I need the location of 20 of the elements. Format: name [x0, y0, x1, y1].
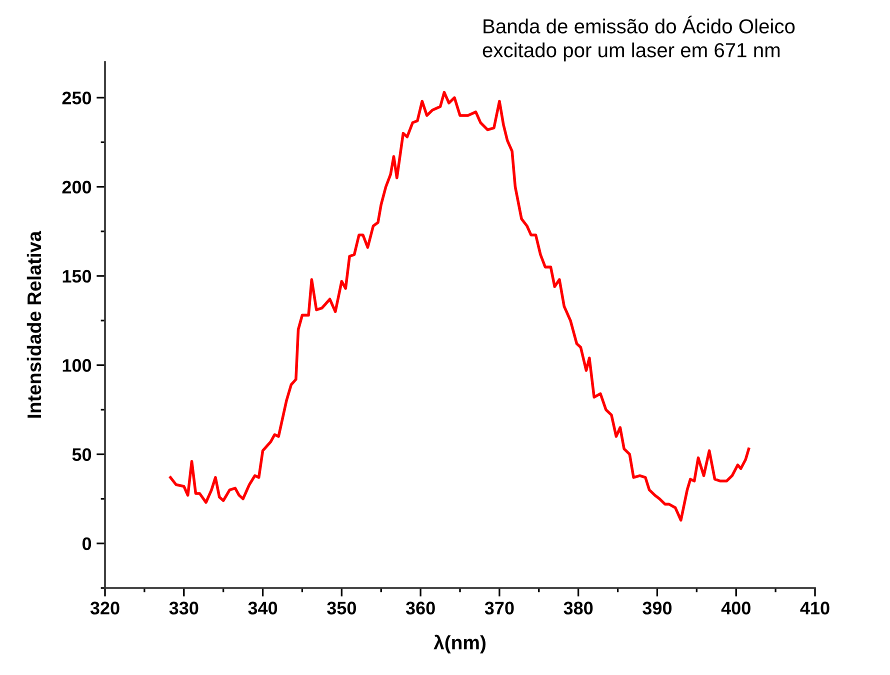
x-tick-label: 350: [327, 602, 356, 614]
chart-title: Banda de emissão do Ácido Oleico excitado por um laser em 671 nm: [482, 16, 795, 62]
y-tick-label: 150: [62, 270, 92, 283]
x-tick-label: 330: [169, 602, 198, 614]
line-series: [169, 90, 750, 522]
y-tick-label: 50: [72, 448, 92, 461]
x-tick-label: 400: [721, 602, 750, 614]
x-axis-title: λ(nm): [434, 634, 486, 654]
x-tick-label: 370: [484, 602, 514, 614]
x-tick-label: 380: [564, 602, 593, 614]
x-tick-label: 320: [90, 602, 120, 614]
x-tick-label: 360: [406, 602, 435, 614]
y-tick-label: 250: [62, 92, 92, 104]
y-axis-title: Intensidade Relativa: [26, 230, 42, 418]
y-tick-label: 200: [62, 180, 92, 194]
x-tick-label: 410: [800, 602, 830, 614]
y-tick-label: 0: [82, 537, 92, 550]
x-tick-label: 390: [642, 602, 672, 614]
y-tick-label: 100: [62, 359, 92, 372]
x-tick-label: 340: [248, 602, 278, 614]
